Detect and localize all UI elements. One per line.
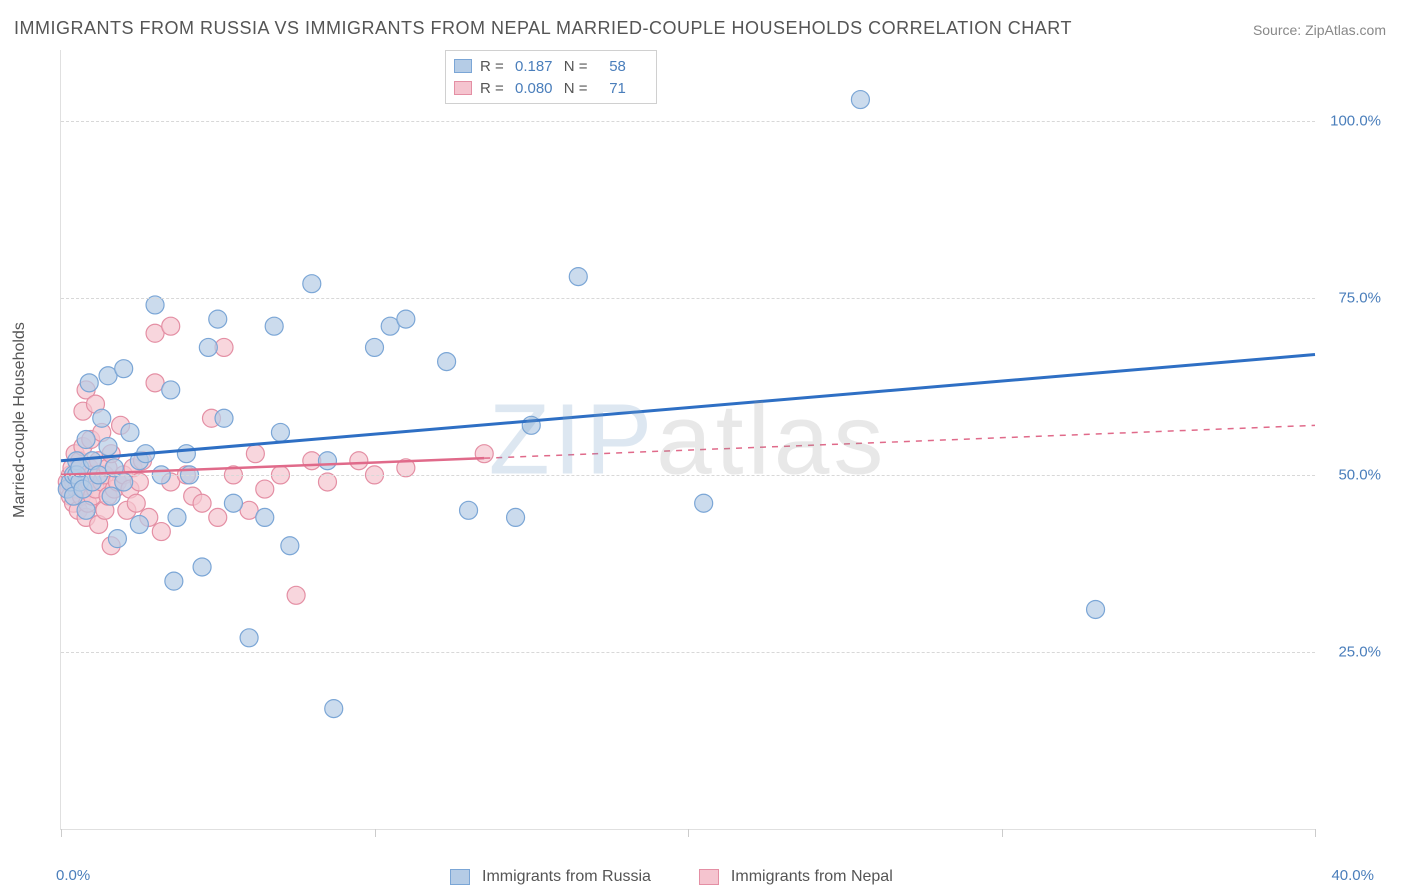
data-point: [350, 452, 368, 470]
y-axis-title: Married-couple Households: [11, 322, 29, 518]
data-point: [162, 317, 180, 335]
legend-r-label: R =: [480, 58, 504, 75]
data-point: [152, 523, 170, 541]
data-point: [224, 494, 242, 512]
y-tick-label: 25.0%: [1338, 643, 1381, 660]
legend-swatch-nepal: [454, 81, 472, 95]
legend-n-val: 71: [588, 80, 648, 97]
data-point: [165, 572, 183, 590]
data-point: [162, 381, 180, 399]
y-tick-label: 50.0%: [1338, 466, 1381, 483]
data-point: [256, 508, 274, 526]
legend-swatch-nepal: [699, 869, 719, 885]
data-point: [851, 91, 869, 109]
data-point: [287, 586, 305, 604]
legend-n-val: 58: [588, 58, 648, 75]
data-point: [271, 423, 289, 441]
data-point: [397, 310, 415, 328]
data-point: [77, 501, 95, 519]
data-point: [507, 508, 525, 526]
data-point: [102, 487, 120, 505]
trend-line: [61, 355, 1315, 461]
data-point: [325, 700, 343, 718]
data-point: [130, 515, 148, 533]
data-point: [256, 480, 274, 498]
chart-container: IMMIGRANTS FROM RUSSIA VS IMMIGRANTS FRO…: [0, 0, 1406, 892]
legend-r-label: R =: [480, 80, 504, 97]
legend-row-russia: R = 0.187 N = 58: [454, 55, 648, 77]
data-point: [475, 445, 493, 463]
data-point: [199, 338, 217, 356]
data-point: [127, 494, 145, 512]
plot-area: ZIPatlas 25.0%50.0%75.0%100.0%: [60, 50, 1315, 830]
legend-swatch-russia: [450, 869, 470, 885]
data-point: [115, 360, 133, 378]
data-point: [303, 275, 321, 293]
legend-n-label: N =: [564, 58, 588, 75]
legend-n-label: N =: [564, 80, 588, 97]
chart-title: IMMIGRANTS FROM RUSSIA VS IMMIGRANTS FRO…: [14, 18, 1072, 39]
data-point: [215, 409, 233, 427]
data-point: [569, 268, 587, 286]
legend-r-val: 0.187: [504, 58, 564, 75]
data-point: [93, 409, 111, 427]
data-point: [108, 530, 126, 548]
data-point: [366, 338, 384, 356]
legend-row-nepal: R = 0.080 N = 71: [454, 77, 648, 99]
legend-correlation: R = 0.187 N = 58 R = 0.080 N = 71: [445, 50, 657, 104]
data-point: [121, 423, 139, 441]
data-point: [1087, 600, 1105, 618]
data-point: [695, 494, 713, 512]
data-point: [438, 353, 456, 371]
data-point: [209, 310, 227, 328]
data-point: [99, 438, 117, 456]
x-tick-label-0: 0.0%: [56, 867, 90, 884]
scatter-svg: [61, 50, 1315, 829]
data-point: [80, 374, 98, 392]
y-tick-label: 100.0%: [1330, 112, 1381, 129]
legend-label-russia: Immigrants from Russia: [482, 868, 651, 886]
data-point: [193, 558, 211, 576]
legend-label-nepal: Immigrants from Nepal: [731, 868, 893, 886]
data-point: [193, 494, 211, 512]
data-point: [77, 431, 95, 449]
data-point: [168, 508, 186, 526]
x-tick-label-40: 40.0%: [1331, 867, 1374, 884]
data-point: [240, 629, 258, 647]
legend-series: Immigrants from Russia Immigrants from N…: [450, 868, 893, 886]
data-point: [281, 537, 299, 555]
data-point: [177, 445, 195, 463]
legend-r-val: 0.080: [504, 80, 564, 97]
trend-line-dashed: [484, 425, 1315, 458]
data-point: [246, 445, 264, 463]
data-point: [318, 452, 336, 470]
y-tick-label: 75.0%: [1338, 289, 1381, 306]
data-point: [460, 501, 478, 519]
source-label: Source: ZipAtlas.com: [1253, 22, 1386, 38]
data-point: [209, 508, 227, 526]
data-point: [265, 317, 283, 335]
legend-swatch-russia: [454, 59, 472, 73]
